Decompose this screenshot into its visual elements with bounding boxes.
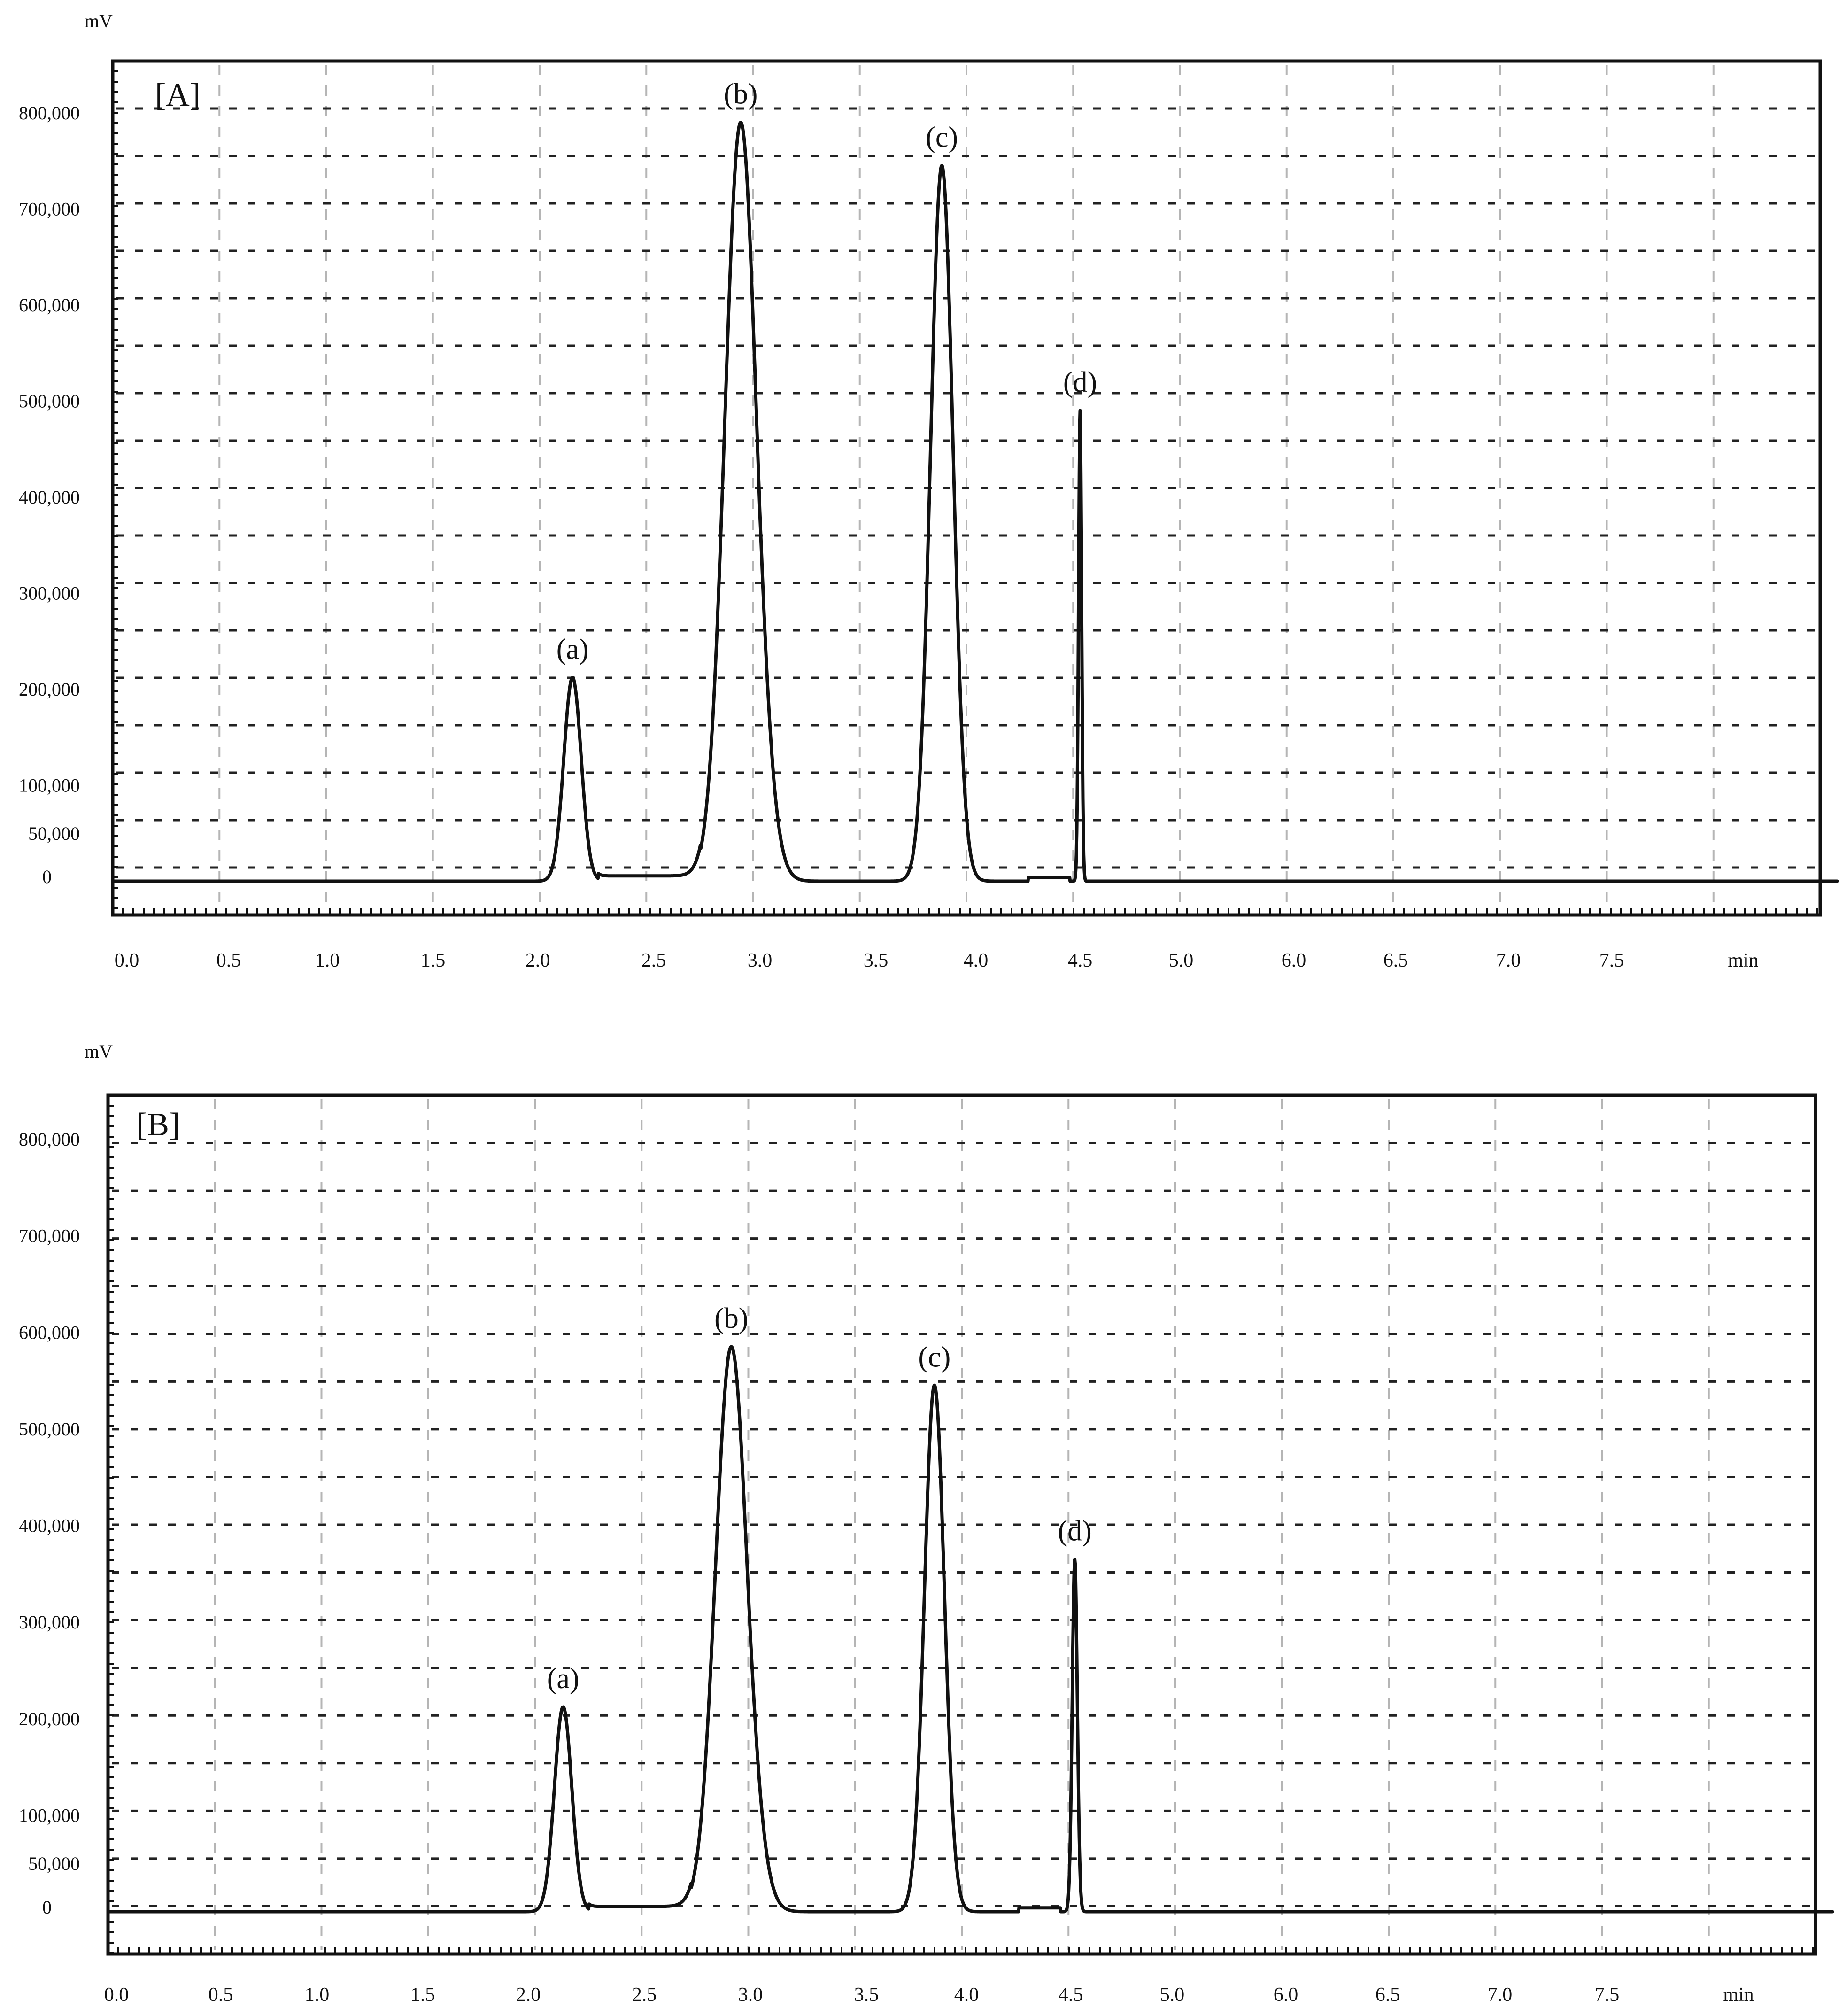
chromatogram-trace xyxy=(108,1345,1834,1914)
y-tick-label: 600,000 xyxy=(19,1322,80,1343)
y-tick-label: 800,000 xyxy=(19,1129,80,1150)
chromatogram-panel-b: mV 800,000 700,000 600,000 500,000 400,000 300… xyxy=(19,1041,1834,2006)
x-tick-label: 2.0 xyxy=(516,1984,541,2006)
x-tick-label: 3.5 xyxy=(864,950,889,971)
y-tick-label: 0 xyxy=(42,1897,52,1918)
x-tick-label: 1.5 xyxy=(421,950,446,971)
x-tick-label: 6.0 xyxy=(1274,1984,1298,2006)
y-tick-label: 0 xyxy=(42,866,52,887)
x-tick-label: 7.5 xyxy=(1595,1984,1620,2006)
x-tick-label: 1.0 xyxy=(305,1984,330,2006)
x-tick-label: 5.0 xyxy=(1160,1984,1185,2006)
y-tick-label: 300,000 xyxy=(19,1612,80,1633)
peak-label: (d) xyxy=(1058,1515,1091,1547)
chromatogram-panel-a: mV 800,000 700,000 600,000 500,000 400,000 300… xyxy=(19,10,1839,971)
panel-label: [B] xyxy=(136,1107,180,1143)
y-tick-label: 100,000 xyxy=(19,775,80,796)
y-tick-label: 300,000 xyxy=(19,583,80,604)
x-tick-label: 0.0 xyxy=(104,1984,129,2006)
panel-label: [A] xyxy=(155,77,201,113)
x-tick-label: 4.5 xyxy=(1068,950,1093,971)
peak-label: (c) xyxy=(918,1341,950,1373)
peak-label: (a) xyxy=(556,633,589,665)
chromatogram-trace xyxy=(113,121,1839,883)
y-tick-label: 500,000 xyxy=(19,1419,80,1440)
y-tick-label: 50,000 xyxy=(28,1853,80,1874)
x-tick-label: 0.0 xyxy=(115,950,139,971)
x-tick-label: 3.0 xyxy=(738,1984,763,2006)
y-tick-label: 600,000 xyxy=(19,295,80,316)
y-tick-label: 800,000 xyxy=(19,102,80,124)
x-tick-label: 6.5 xyxy=(1375,1984,1400,2006)
y-tick-label: 100,000 xyxy=(19,1805,80,1826)
y-tick-label: 400,000 xyxy=(19,1515,80,1536)
y-tick-label: 50,000 xyxy=(28,823,80,844)
x-tick-label: 5.0 xyxy=(1169,950,1194,971)
x-tick-label: 4.5 xyxy=(1059,1984,1083,2006)
plot-frame xyxy=(106,1093,1817,1956)
peak-label: (a) xyxy=(547,1663,580,1695)
y-tick-label: 200,000 xyxy=(19,679,80,700)
x-axis-unit-label: min xyxy=(1728,950,1758,971)
x-tick-label: 6.0 xyxy=(1282,950,1306,971)
x-axis-unit-label: min xyxy=(1723,1984,1754,2006)
y-tick-label: 200,000 xyxy=(19,1708,80,1729)
x-tick-label: 1.5 xyxy=(410,1984,435,2006)
y-tick-label: 500,000 xyxy=(19,391,80,412)
x-tick-label: 7.0 xyxy=(1488,1984,1513,2006)
x-tick-label: 0.5 xyxy=(209,1984,233,2006)
peak-label: (c) xyxy=(926,121,958,153)
x-tick-label: 2.0 xyxy=(525,950,550,971)
x-tick-label: 7.5 xyxy=(1599,950,1624,971)
x-tick-label: 4.0 xyxy=(964,950,989,971)
x-tick-label: 0.5 xyxy=(216,950,241,971)
y-tick-label: 700,000 xyxy=(19,199,80,220)
y-axis-unit-label: mV xyxy=(85,1041,113,1062)
x-tick-label: 3.5 xyxy=(854,1984,879,2006)
x-tick-label: 3.0 xyxy=(748,950,773,971)
x-tick-label: 2.5 xyxy=(641,950,666,971)
plot-frame xyxy=(111,59,1822,917)
peak-label: (b) xyxy=(714,1303,748,1334)
x-tick-label: 6.5 xyxy=(1383,950,1408,971)
peak-label: (b) xyxy=(724,78,757,110)
y-tick-label: 400,000 xyxy=(19,487,80,508)
y-tick-label: 700,000 xyxy=(19,1225,80,1247)
x-tick-label: 2.5 xyxy=(632,1984,657,2006)
x-tick-label: 4.0 xyxy=(954,1984,979,2006)
x-tick-label: 1.0 xyxy=(315,950,340,971)
peak-label: (d) xyxy=(1063,366,1097,398)
y-axis-unit-label: mV xyxy=(85,10,113,31)
x-tick-label: 7.0 xyxy=(1496,950,1521,971)
